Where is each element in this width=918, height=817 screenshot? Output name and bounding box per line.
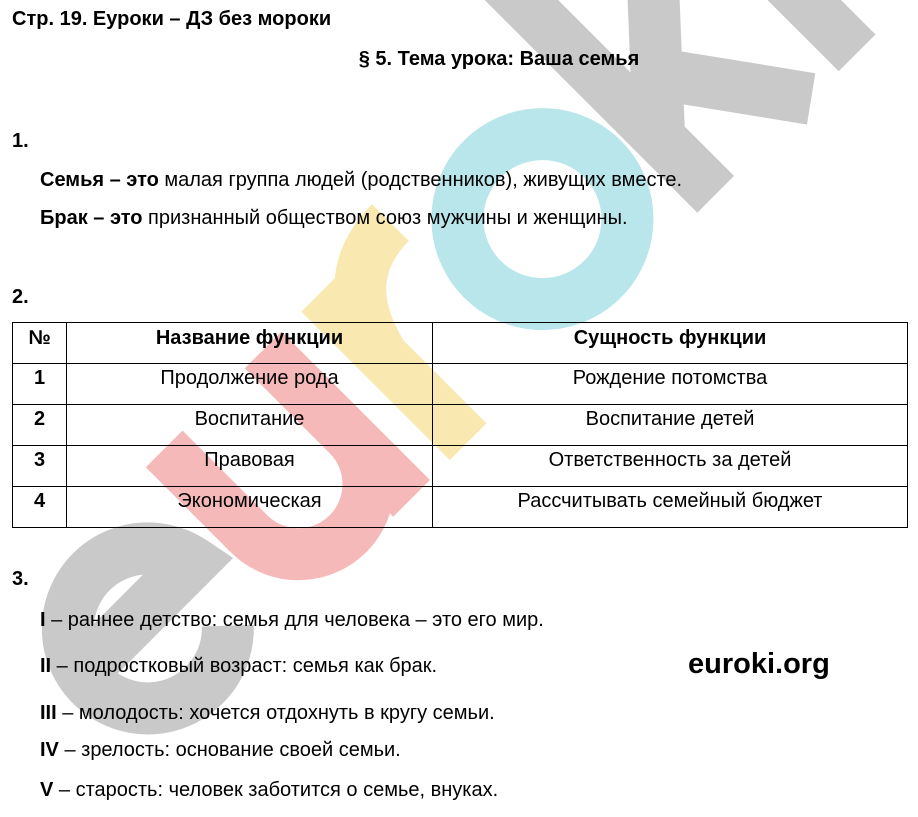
lesson-title: § 5. Тема урока: Ваша семья — [358, 48, 640, 70]
table-row: 3 Правовая Ответственность за детей — [12, 445, 908, 487]
definition-text: признанный обществом союз мужчины и женщ… — [142, 207, 628, 229]
cell-number: 2 — [12, 404, 67, 446]
stage-roman: III — [40, 702, 57, 724]
definition-family: Семья – это малая группа людей (родствен… — [40, 169, 682, 192]
table-row: 1 Продолжение рода Рождение потомства — [12, 363, 908, 405]
header-function-name: Название функции — [66, 322, 433, 364]
stage-roman: IV — [40, 739, 59, 761]
header-number: № — [12, 322, 67, 364]
table-row: 4 Экономическая Рассчитывать семейный бюдж… — [12, 486, 908, 528]
cell-number: 1 — [12, 363, 67, 405]
stage-roman: V — [40, 779, 54, 801]
cell-essence: Рождение потомства — [432, 363, 908, 405]
stage-roman: II — [40, 655, 52, 677]
cell-number: 3 — [12, 445, 67, 487]
life-stage: I – раннее детство: семья для человека –… — [40, 609, 544, 632]
header-function-essence: Сущность функции — [432, 322, 908, 364]
cell-name: Продолжение рода — [66, 363, 433, 405]
family-functions-table: № Название функции Сущность функции 1 Про… — [12, 322, 908, 528]
watermark-letter-k — [463, 0, 816, 213]
page-title: Стр. 19. Еуроки – ДЗ без мороки — [12, 8, 332, 30]
term: Брак – это — [40, 207, 143, 229]
stage-text: – молодость: хочется отдохнуть в кругу с… — [56, 702, 495, 724]
task-3-number: 3. — [12, 568, 29, 590]
stage-roman: I — [40, 609, 46, 631]
task-1-number: 1. — [12, 130, 29, 152]
site-watermark: euroki.org — [688, 648, 830, 680]
cell-name: Правовая — [66, 445, 433, 487]
term: Семья – это — [40, 169, 159, 191]
table-row: 2 Воспитание Воспитание детей — [12, 404, 908, 446]
stage-text: – старость: человек заботится о семье, в… — [53, 779, 499, 801]
definition-marriage: Брак – это признанный обществом союз муж… — [40, 207, 628, 230]
stage-text: – подростковый возраст: семья как брак. — [51, 655, 438, 677]
stage-text: – раннее детство: семья для человека – э… — [45, 609, 544, 631]
cell-name: Воспитание — [66, 404, 433, 446]
task-2-number: 2. — [12, 286, 29, 308]
definition-text: малая группа людей (родственников), живу… — [158, 169, 683, 191]
life-stage: V – старость: человек заботится о семье,… — [40, 779, 498, 802]
stage-text: – зрелость: основание своей семьи. — [58, 739, 401, 761]
cell-essence: Рассчитывать семейный бюджет — [432, 486, 908, 528]
cell-name: Экономическая — [66, 486, 433, 528]
life-stage: IV – зрелость: основание своей семьи. — [40, 739, 401, 762]
cell-essence: Ответственность за детей — [432, 445, 908, 487]
life-stage: II – подростковый возраст: семья как бра… — [40, 655, 437, 678]
life-stage: III – молодость: хочется отдохнуть в кру… — [40, 702, 495, 725]
table-header-row: № Название функции Сущность функции — [12, 322, 908, 364]
cell-number: 4 — [12, 486, 67, 528]
cell-essence: Воспитание детей — [432, 404, 908, 446]
